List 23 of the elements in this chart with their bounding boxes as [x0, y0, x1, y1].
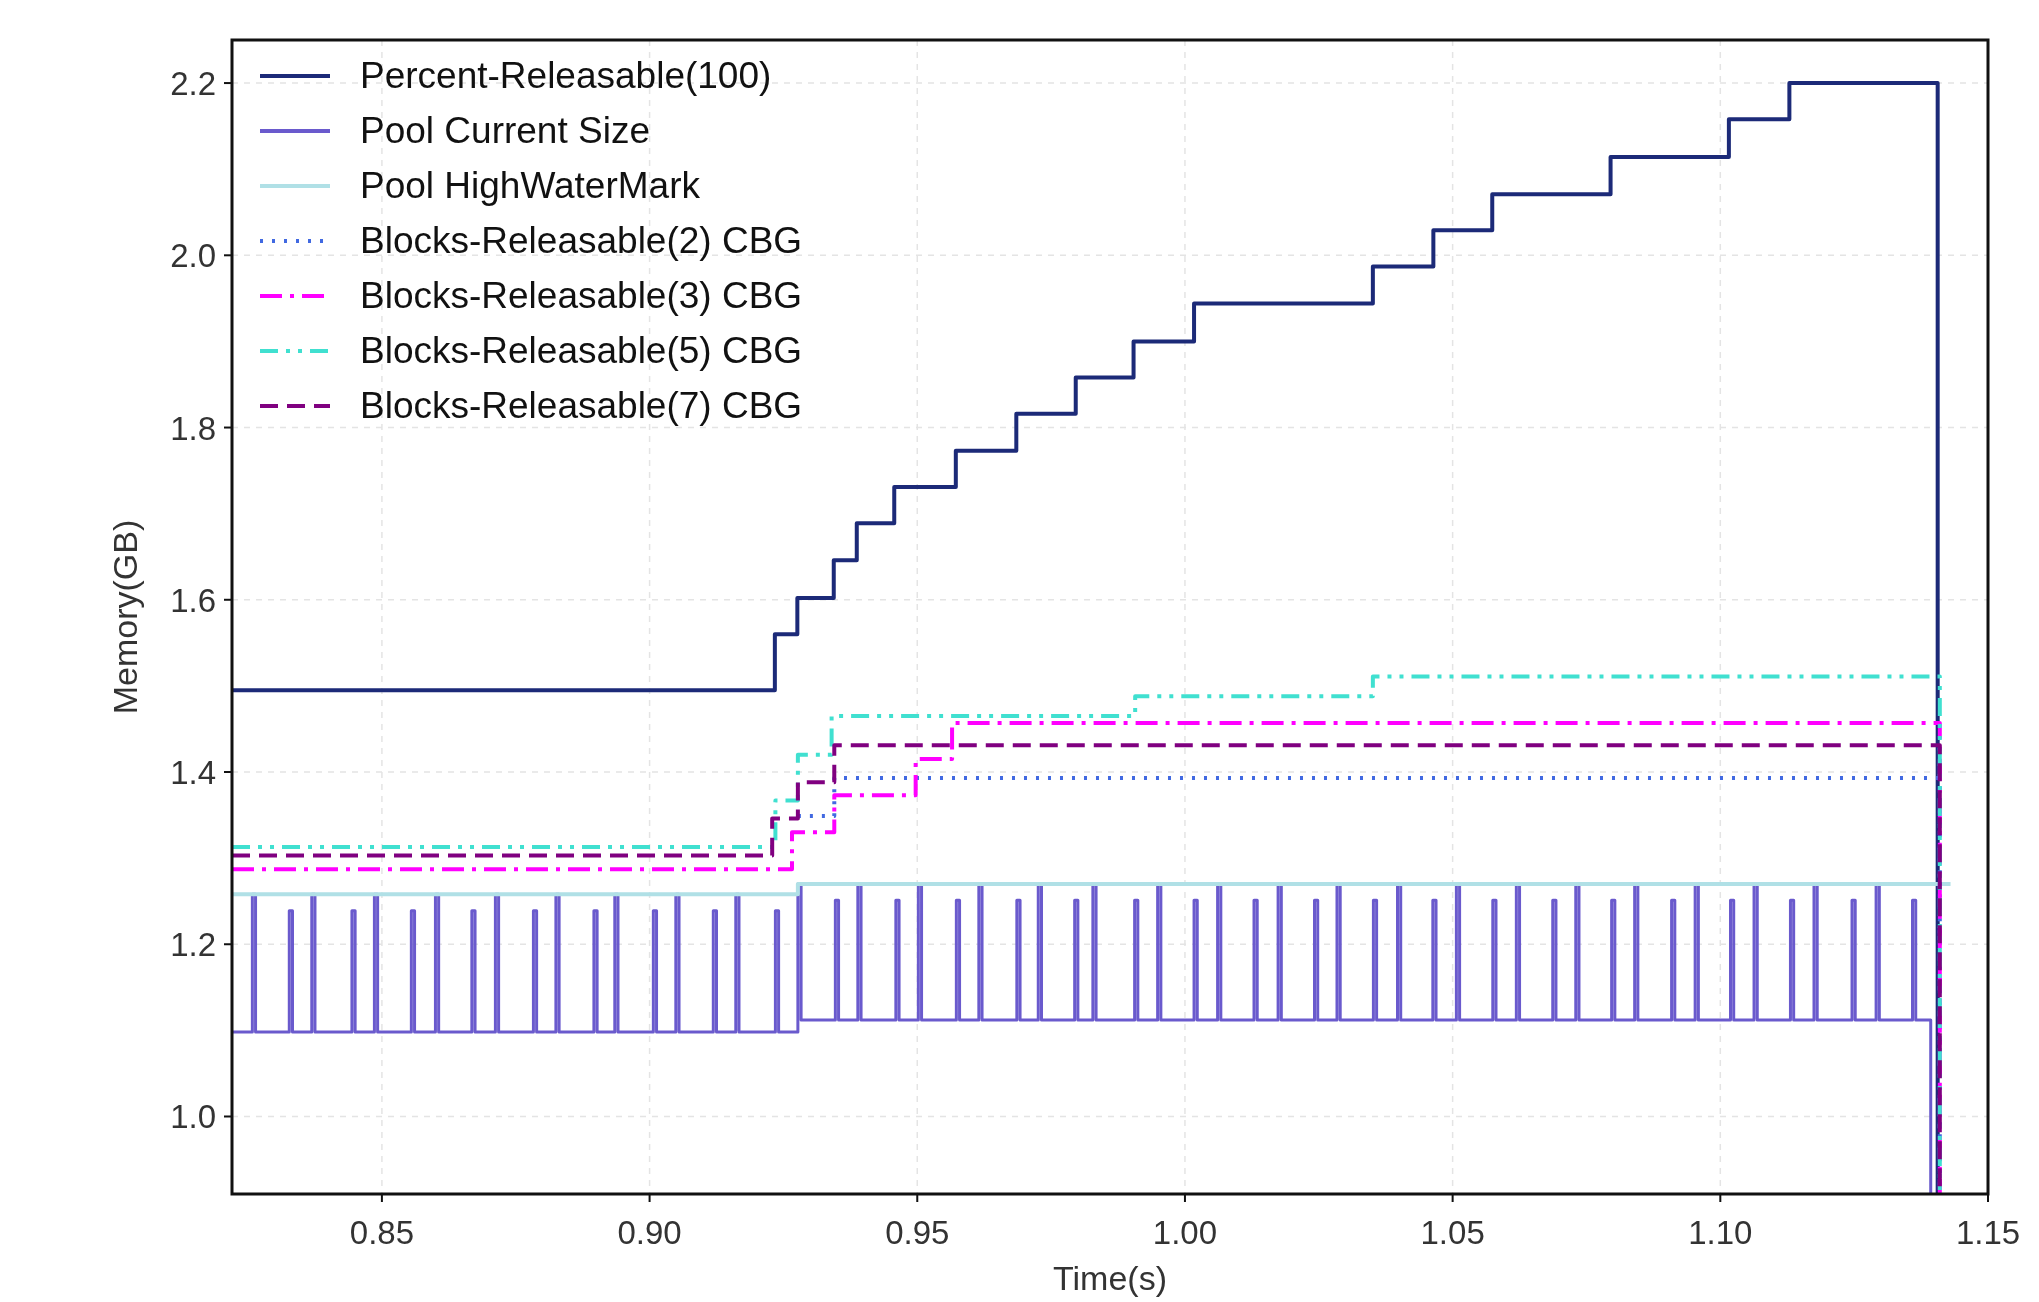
- y-axis-title: Memory(GB): [106, 519, 144, 715]
- legend-label: Pool HighWaterMark: [360, 165, 701, 206]
- legend-label: Blocks-Releasable(3) CBG: [360, 275, 803, 316]
- x-tick-label: 0.95: [885, 1214, 950, 1251]
- y-tick-label: 2.2: [170, 65, 216, 103]
- legend-label: Blocks-Releasable(7) CBG: [360, 385, 803, 426]
- x-tick-label: 1.05: [1420, 1214, 1485, 1251]
- x-tick-label: 1.00: [1152, 1214, 1218, 1251]
- legend-label: Pool Current Size: [360, 110, 650, 151]
- x-tick-label: 1.15: [1955, 1214, 2021, 1251]
- x-tick-label: 0.90: [617, 1214, 682, 1251]
- x-axis-title: Time(s): [1053, 1259, 1167, 1297]
- y-tick-label: 1.0: [170, 1098, 216, 1136]
- legend-label: Percent-Releasable(100): [360, 55, 772, 96]
- y-tick-label: 1.6: [170, 581, 216, 619]
- y-tick-label: 1.4: [170, 754, 216, 792]
- legend-label: Blocks-Releasable(5) CBG: [360, 330, 803, 371]
- legend-label: Blocks-Releasable(2) CBG: [360, 220, 803, 261]
- y-tick-label: 1.8: [170, 409, 216, 447]
- y-tick-label: 1.2: [170, 926, 216, 964]
- x-tick-label: 0.85: [349, 1214, 415, 1251]
- x-tick-label: 1.10: [1688, 1214, 1753, 1251]
- y-tick-label: 2.0: [170, 237, 216, 275]
